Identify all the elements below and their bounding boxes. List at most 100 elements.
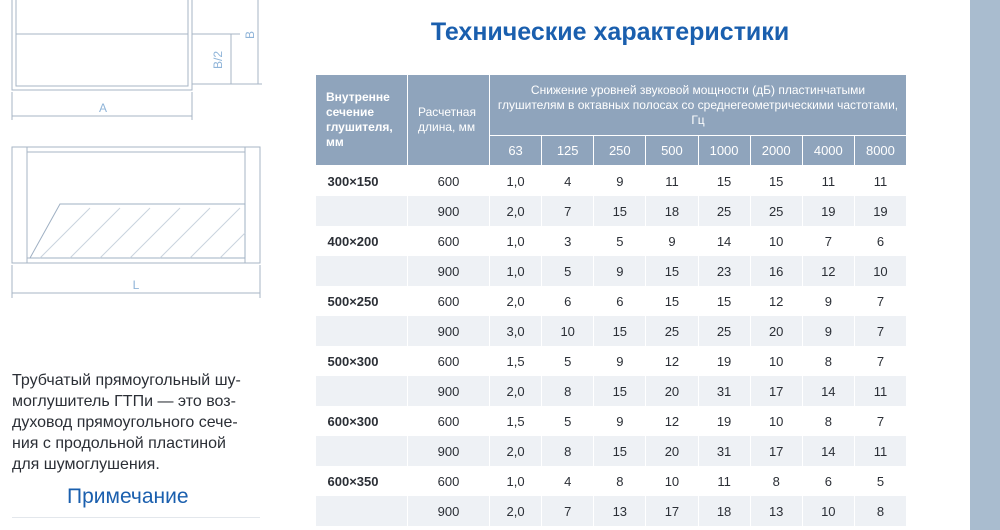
value-cell: 1,0	[489, 256, 543, 286]
header-cell: Внутренне сечение глушителя, мм	[315, 74, 408, 166]
value-cell: 20	[645, 436, 699, 466]
value-cell: 31	[698, 376, 751, 406]
value-cell: 13	[750, 496, 803, 526]
header-cell: Снижение уровней звуковой мощности (дБ) …	[489, 74, 907, 136]
value-cell: 8	[593, 466, 647, 496]
drawing: В/2 В А L	[11, 0, 262, 298]
value-cell: 10	[802, 496, 855, 526]
section-cell	[315, 376, 408, 406]
value-cell: 11	[698, 466, 751, 496]
value-cell: 10	[750, 346, 803, 376]
length-cell: 600	[407, 226, 490, 256]
value-cell: 15	[593, 196, 647, 226]
value-cell: 15	[645, 286, 699, 316]
value-cell: 12	[645, 406, 699, 436]
value-cell: 15	[593, 376, 647, 406]
value-cell: 10	[541, 316, 595, 346]
value-cell: 6	[802, 466, 855, 496]
value-cell: 3	[541, 226, 595, 256]
dim-label: В	[243, 31, 257, 39]
frequency-header: 4000	[801, 135, 855, 166]
table-row: 400×200 600 1,0 3 5 9 14 10 7 6	[315, 226, 908, 256]
section-cell	[315, 196, 408, 226]
value-cell: 9	[802, 316, 855, 346]
section-cell	[315, 316, 408, 346]
value-cell: 2,0	[489, 286, 543, 316]
value-cell: 4	[541, 466, 595, 496]
value-cell: 15	[645, 256, 699, 286]
value-cell: 3,0	[489, 316, 543, 346]
value-cell: 14	[802, 376, 855, 406]
value-cell: 14	[698, 226, 751, 256]
section-cell	[315, 496, 408, 526]
length-cell: 600	[407, 406, 490, 436]
value-cell: 11	[854, 376, 908, 406]
description: Трубчатый прямоугольный шу-моглушитель Г…	[12, 370, 241, 475]
value-cell: 10	[645, 466, 699, 496]
value-cell: 9	[593, 256, 647, 286]
sidebar	[970, 0, 1000, 530]
value-cell: 5	[541, 346, 595, 376]
value-cell: 18	[698, 496, 751, 526]
value-cell: 25	[698, 196, 751, 226]
table-row: 900 2,0 7 15 18 25 25 19 19	[315, 196, 908, 226]
value-cell: 1,5	[489, 406, 543, 436]
value-cell: 9	[645, 226, 699, 256]
value-cell: 15	[750, 165, 803, 196]
value-cell: 7	[541, 496, 595, 526]
value-cell: 13	[593, 496, 647, 526]
section-cell: 500×250	[315, 286, 408, 316]
frequency-header: 1000	[697, 135, 751, 166]
value-cell: 6	[541, 286, 595, 316]
value-cell: 1,0	[489, 226, 543, 256]
value-cell: 17	[750, 436, 803, 466]
table-row: 500×300 600 1,5 5 9 12 19 10 8 7	[315, 346, 908, 376]
description-line: ния с продольной пластиной	[12, 435, 226, 452]
divider	[12, 517, 260, 518]
frequency-header: 8000	[853, 135, 908, 166]
value-cell: 14	[802, 436, 855, 466]
value-cell: 7	[854, 316, 908, 346]
title: Технические характеристики	[430, 18, 790, 46]
value-cell: 2,0	[489, 496, 543, 526]
value-cell: 12	[645, 346, 699, 376]
value-cell: 11	[854, 165, 908, 196]
value-cell: 1,0	[489, 165, 543, 196]
note-title: Примечание	[67, 485, 189, 508]
value-cell: 10	[750, 406, 803, 436]
value-cell: 9	[593, 346, 647, 376]
value-cell: 1,0	[489, 466, 543, 496]
value-cell: 7	[854, 406, 908, 436]
value-cell: 18	[645, 196, 699, 226]
dim-label: L	[133, 278, 140, 292]
value-cell: 15	[593, 316, 647, 346]
value-cell: 8	[802, 346, 855, 376]
spec-table: Внутренне сечение глушителя, мм Расчетна…	[315, 74, 908, 526]
length-cell: 900	[407, 496, 490, 526]
value-cell: 7	[854, 286, 908, 316]
section-cell	[315, 436, 408, 466]
value-cell: 19	[698, 346, 751, 376]
table-row: 900 2,0 8 15 20 31 17 14 11	[315, 436, 908, 466]
value-cell: 19	[802, 196, 855, 226]
section-cell	[315, 256, 408, 286]
section-cell: 300×150	[315, 165, 408, 196]
value-cell: 25	[645, 316, 699, 346]
value-cell: 10	[750, 226, 803, 256]
length-cell: 900	[407, 256, 490, 286]
value-cell: 17	[645, 496, 699, 526]
frequency-header: 125	[541, 135, 595, 166]
value-cell: 11	[802, 165, 855, 196]
description-line: Трубчатый прямоугольный шу-	[12, 372, 241, 389]
table-row: 300×150 600 1,0 4 9 11 15 15 11 11	[315, 165, 908, 196]
length-cell: 900	[407, 436, 490, 466]
length-cell: 900	[407, 316, 490, 346]
frequency-header: 2000	[749, 135, 803, 166]
frequency-header: 500	[645, 135, 699, 166]
length-cell: 600	[407, 346, 490, 376]
section-cell: 600×350	[315, 466, 408, 496]
length-cell: 900	[407, 196, 490, 226]
value-cell: 5	[854, 466, 908, 496]
length-cell: 900	[407, 376, 490, 406]
description-line: моглушитель ГТПи — это воз-	[12, 393, 236, 410]
